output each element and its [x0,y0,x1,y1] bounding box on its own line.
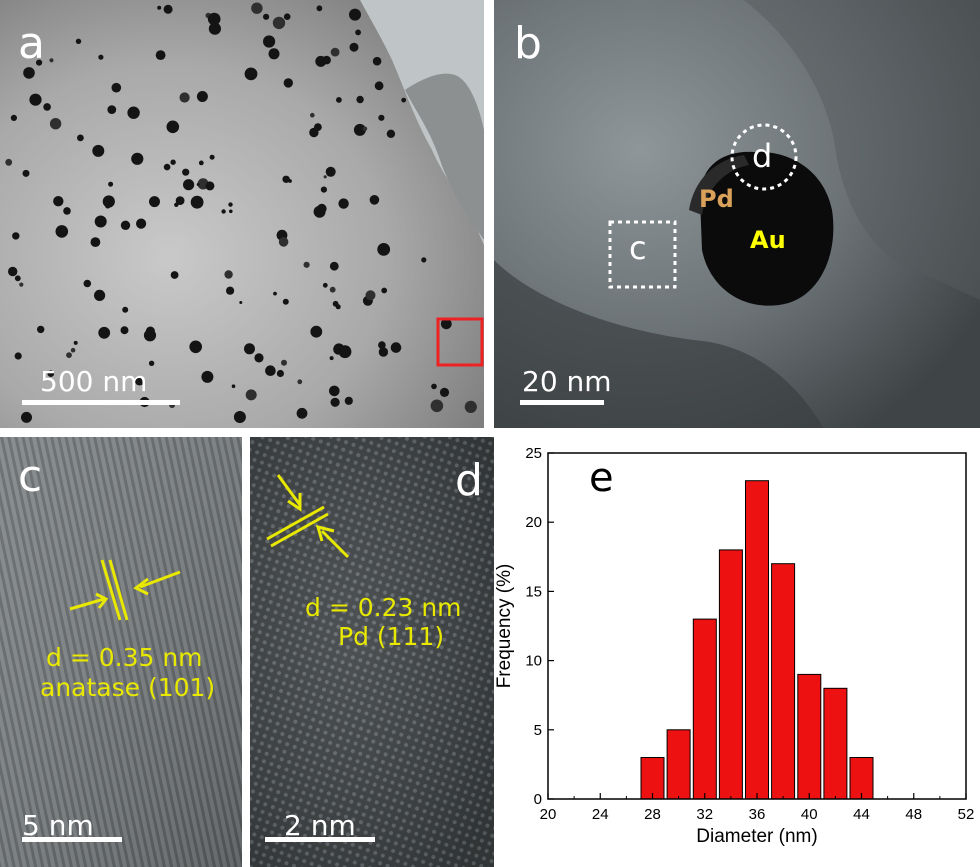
panel-c-label: c [18,451,43,502]
panel-a-label: a [18,18,45,69]
panel-c: c d = 0.35 nm anatase (101) 5 nm [0,437,242,867]
panel-d-hrtem-image [250,437,494,867]
region-circle-d [730,123,798,191]
panel-a-scale-text: 500 nm [40,365,148,398]
region-c-label: c [629,229,647,267]
histogram-bar [745,480,769,800]
panel-b-scale-text: 20 nm [522,365,612,398]
x-tick-label: 48 [905,806,922,823]
x-tick-label: 28 [644,806,661,823]
histogram-bar [718,549,743,800]
x-axis-label: Diameter (nm) [696,826,817,847]
plane-text-d: Pd (111) [338,622,445,651]
y-tick-label: 15 [525,583,542,600]
region-of-interest-box [436,317,484,367]
y-tick-label: 0 [534,791,542,808]
panel-d-label: d [455,455,483,506]
histogram-bar [771,563,796,800]
histogram-bar [849,757,874,800]
panel-d-scale-text: 2 nm [284,809,356,842]
x-tick-label: 40 [801,806,818,823]
pd-label: Pd [699,185,734,213]
lattice-spacing-marker [69,559,181,621]
d-spacing-text: d = 0.35 nm [46,643,203,672]
panel-c-hrtem-image [0,437,242,867]
panel-e-label: e [589,455,614,501]
histogram-bar [640,757,665,800]
plane-text: anatase (101) [40,673,216,702]
x-tick-label: 24 [592,806,609,823]
y-tick-label: 5 [534,722,542,739]
panel-a-scale-bar [22,400,180,405]
panel-b: b c d Pd Au 20 nm [494,0,980,428]
y-axis-label: Frequency (%) [494,564,515,689]
x-tick-label: 52 [958,806,975,823]
panel-a-tem-image [0,0,484,428]
au-label: Au [750,226,786,254]
histogram-bar [692,618,717,800]
panel-b-scale-bar [520,400,604,405]
panel-e: 20 24 28 32 36 40 44 48 52 0 5 10 15 20 25 e Diameter… [494,437,980,867]
diameter-histogram: 20 24 28 32 36 40 44 48 52 0 5 10 15 20 25 e Diameter… [494,445,975,847]
x-tick-label: 36 [749,806,766,823]
panel-c-scale-bar [22,837,122,842]
panel-d: d d = 0.23 nm Pd (111) 2 nm [250,437,494,867]
nanoparticle-dots [5,2,477,423]
y-tick-label: 10 [525,653,542,670]
histogram-bar [797,673,822,800]
region-d-label: d [752,137,773,175]
region-box-c [608,220,677,289]
y-tick-label: 25 [525,445,542,462]
panel-d-scale-bar [265,837,375,842]
panel-c-scale-text: 5 nm [22,809,94,842]
x-tick-label: 32 [696,806,713,823]
x-tick-label: 20 [540,806,557,823]
lattice-spacing-marker-d [266,474,350,559]
x-tick-label: 44 [853,806,870,823]
au-core-particle [700,151,834,306]
y-tick-label: 20 [525,514,542,531]
panel-a: a 500 nm [0,0,484,428]
d-spacing-text-d: d = 0.23 nm [305,593,462,622]
panel-b-label: b [514,18,542,69]
histogram-bar [666,729,691,800]
panel-b-tem-image [494,0,980,428]
histogram-bar [823,687,848,800]
